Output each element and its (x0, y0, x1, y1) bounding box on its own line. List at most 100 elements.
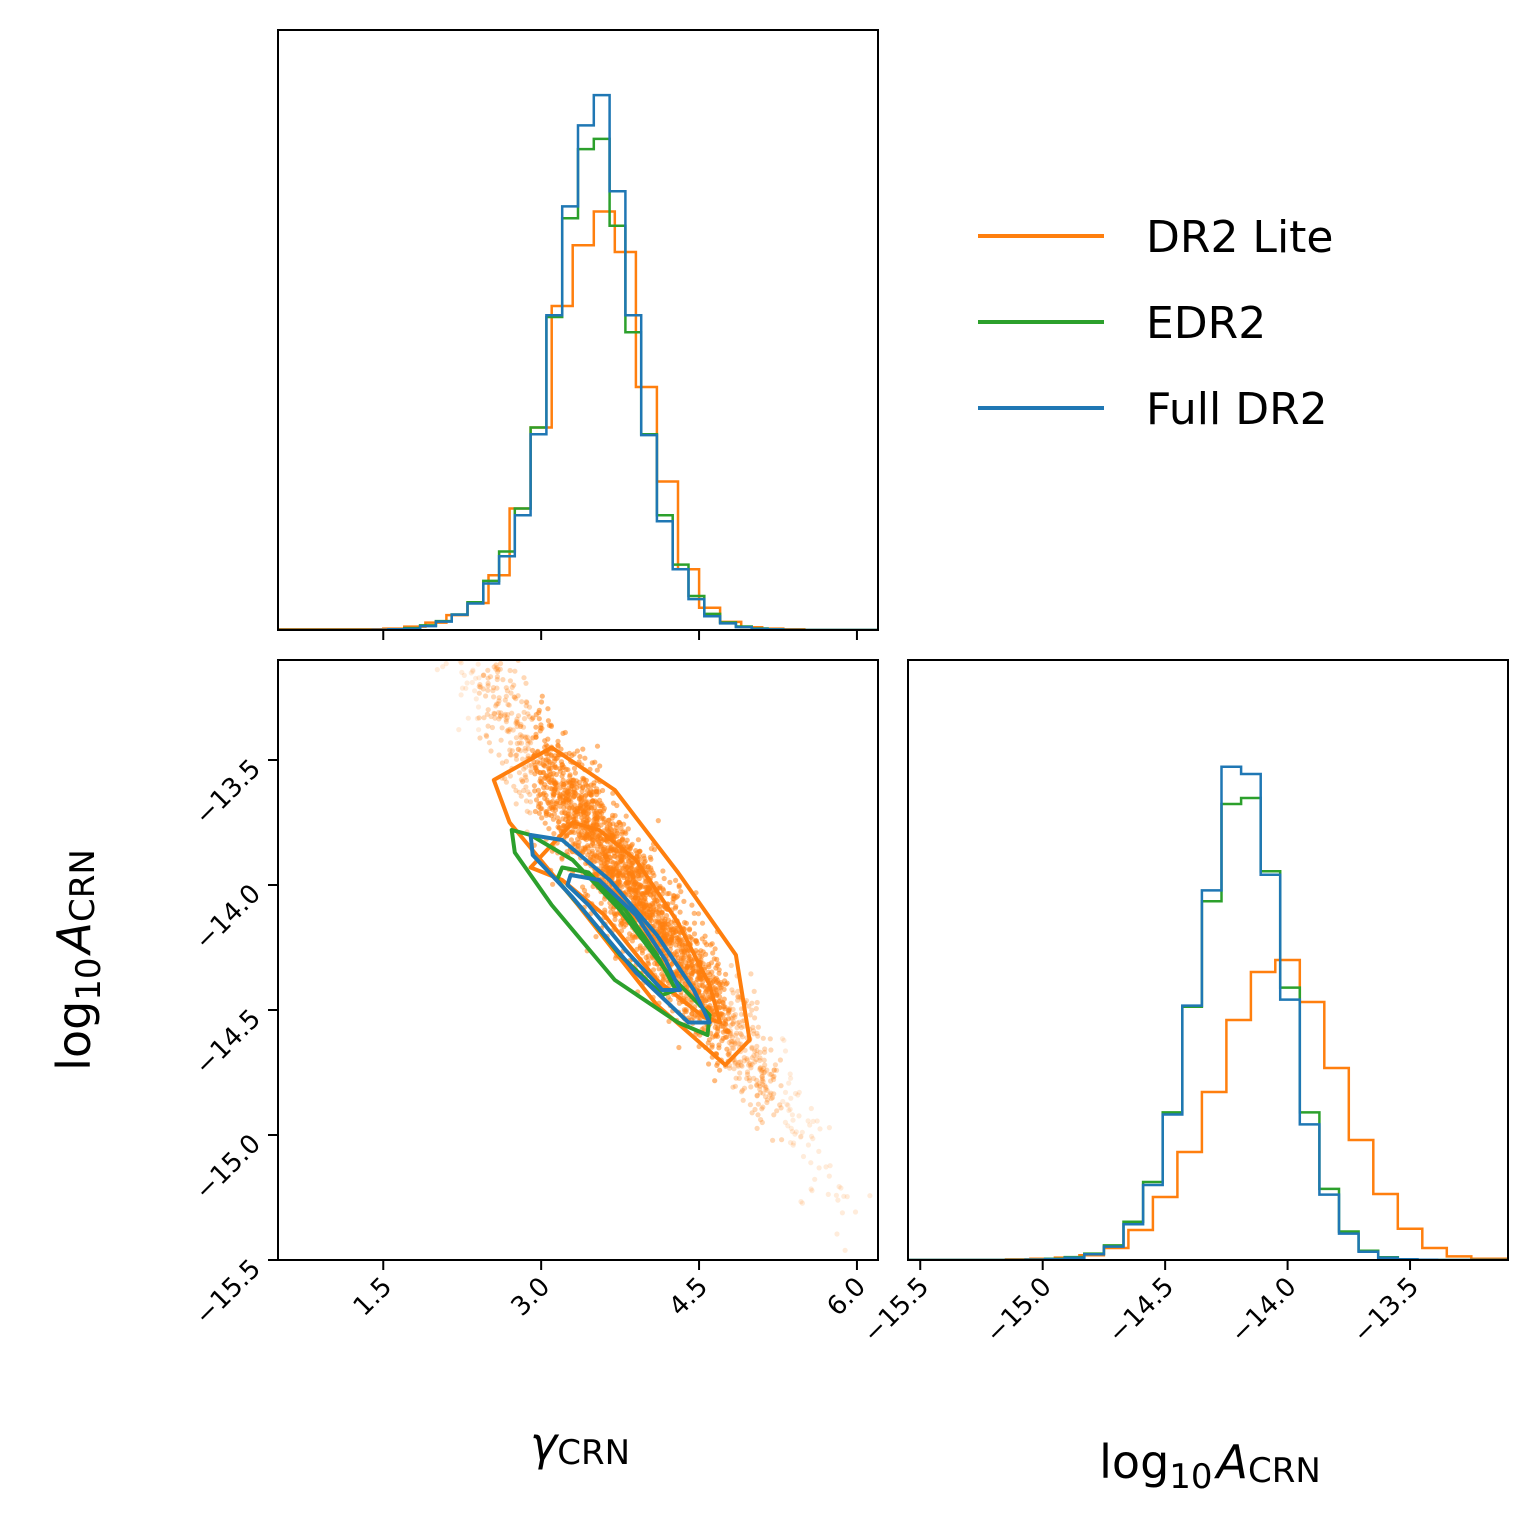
scatter-point (563, 766, 569, 773)
scatter-point (476, 715, 482, 721)
scatter-point (774, 1108, 780, 1114)
scatter-point (781, 1037, 787, 1043)
scatter-point (504, 715, 510, 721)
scatter-point (551, 811, 557, 817)
scatter-point (532, 788, 538, 794)
scatter-point (631, 870, 637, 876)
scatter-point (496, 698, 502, 704)
scatter-point (637, 894, 643, 900)
scatter-point (469, 679, 475, 686)
scatter-point (665, 994, 671, 1000)
scatter-point (496, 695, 502, 701)
scatter-point (412, 560, 417, 565)
scatter-point (744, 1056, 750, 1062)
scatter-point (533, 797, 540, 803)
scatter-point (498, 713, 504, 719)
scatter-point (730, 1045, 737, 1051)
scatter-point (632, 886, 638, 892)
scatter-point (787, 1140, 794, 1146)
scatter-point (524, 734, 531, 740)
scatter-point (623, 866, 629, 872)
scatter-point (659, 910, 665, 916)
scatter-point (732, 1041, 738, 1047)
scatter-point (730, 990, 736, 996)
scatter-point (749, 1045, 755, 1052)
scatter-point (464, 648, 469, 653)
scatter-point (792, 1090, 799, 1097)
scatter-point (513, 720, 519, 726)
scatter-point (708, 942, 714, 948)
scatter-point (778, 1083, 784, 1089)
scatter-point (518, 723, 524, 729)
scatter-point (607, 821, 613, 827)
scatter-point (598, 900, 604, 906)
scatter-point (668, 924, 674, 930)
scatter-point (444, 588, 449, 593)
scatter-point (505, 701, 511, 708)
scatter-point (528, 769, 534, 775)
scatter-point (771, 1076, 777, 1083)
scatter-point (749, 1055, 755, 1061)
scatter-point (514, 723, 520, 730)
scatter-point (810, 1136, 816, 1142)
scatter-point (812, 1176, 818, 1182)
scatter-point (515, 746, 522, 752)
scatter-point (730, 1021, 736, 1027)
scatter-point (787, 1106, 793, 1112)
scatter-point (483, 732, 489, 738)
scatter-point (762, 1062, 768, 1068)
scatter-point (485, 675, 491, 681)
scatter-point (430, 582, 435, 587)
scatter-point (728, 1041, 734, 1047)
scatter-point (523, 735, 529, 741)
scatter-point (764, 1067, 770, 1073)
scatter-point (502, 697, 508, 703)
scatter-point (517, 732, 523, 738)
scatter-point (523, 699, 530, 705)
scatter-point (699, 975, 705, 982)
scatter-point (809, 1188, 815, 1194)
scatter-point (725, 1051, 731, 1057)
scatter-point (485, 667, 491, 673)
scatter-point (558, 759, 565, 765)
scatter-point (414, 644, 419, 649)
scatter-point (577, 754, 583, 760)
scatter-point (689, 970, 695, 976)
scatter-point (502, 711, 508, 718)
scatter-point (771, 1067, 777, 1073)
scatter-point (693, 937, 699, 944)
scatter-point (603, 859, 610, 865)
scatter-point (754, 1082, 760, 1088)
scatter-point (764, 1097, 771, 1103)
scatter-point (749, 1007, 755, 1013)
contour-full-dr2-level-1 (565, 873, 683, 992)
scatter-point (679, 978, 686, 984)
scatter-point (510, 727, 516, 733)
scatter-point (473, 675, 479, 681)
scatter-point (727, 1032, 734, 1038)
scatter-point (838, 1185, 844, 1191)
scatter-point (568, 837, 575, 843)
legend-label-full-dr2: Full DR2 (1146, 384, 1328, 435)
scatter-point (764, 1099, 770, 1106)
scatter-point (711, 956, 717, 962)
scatter-point (580, 835, 586, 841)
scatter-point (750, 1028, 757, 1034)
scatter-point (768, 1078, 774, 1084)
scatter-point (664, 891, 670, 897)
scatter-point (679, 942, 686, 948)
scatter-point (540, 761, 546, 768)
scatter-point (516, 770, 523, 776)
scatter-point (372, 471, 377, 476)
scatter-point (525, 741, 531, 747)
scatter-point (729, 1039, 735, 1045)
scatter-point (728, 1022, 734, 1028)
scatter-point (747, 1012, 753, 1018)
scatter-point (615, 872, 621, 879)
scatter-point (560, 730, 566, 737)
scatter-point (771, 1091, 777, 1097)
scatter-point (746, 1062, 752, 1068)
scatter-point (754, 1052, 760, 1058)
scatter-point (721, 1020, 727, 1026)
scatter-point (621, 874, 627, 881)
